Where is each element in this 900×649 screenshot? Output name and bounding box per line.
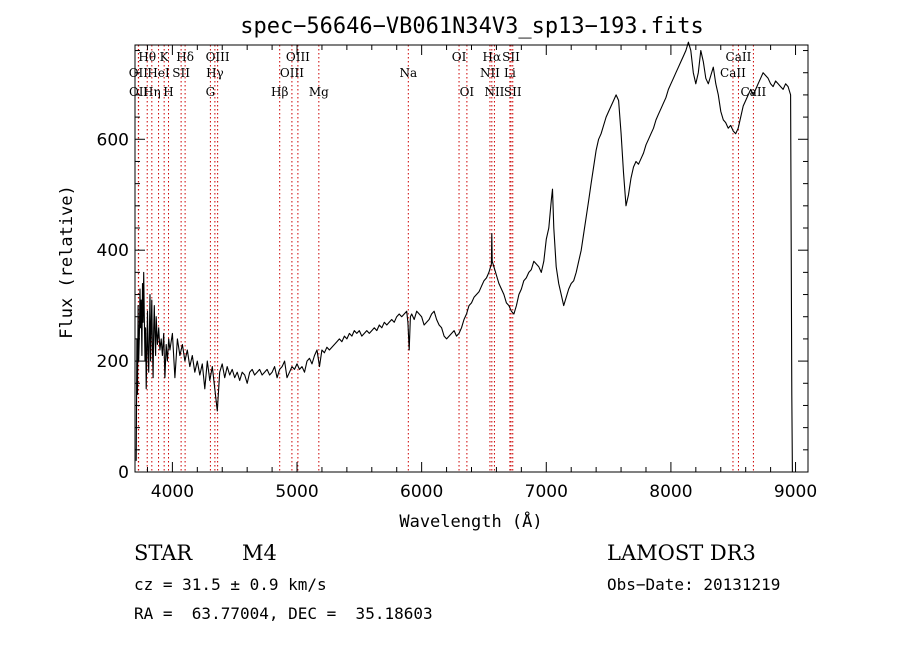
y-tick-label: 0	[118, 463, 129, 483]
line-label: H	[163, 85, 173, 99]
x-tick-label: 9000	[774, 482, 817, 502]
y-tick-label: 400	[97, 241, 129, 261]
tick-labels: 4000 5000 6000 7000 8000 9000 0 200 400 600	[97, 130, 818, 502]
line-label: G	[206, 85, 216, 99]
line-label: Hθ	[138, 50, 156, 64]
survey-name: LAMOST DR3	[607, 541, 756, 565]
line-label: Na	[399, 66, 417, 80]
line-label: NII	[484, 85, 504, 99]
line-label: SII	[504, 85, 522, 99]
x-tick-label: 5000	[275, 482, 318, 502]
x-axis-label: Wavelength (Å)	[399, 510, 542, 532]
line-label: Hδ	[176, 50, 194, 64]
line-label: OIII	[286, 50, 310, 64]
line-label: NII	[480, 66, 500, 80]
line-label: CaII	[740, 85, 766, 99]
line-label: SII	[502, 50, 520, 64]
flux-series	[135, 41, 793, 473]
line-markers	[137, 45, 754, 472]
y-axis-label: Flux (relative)	[57, 185, 77, 339]
line-label: Hα	[483, 50, 502, 64]
line-label: CaII	[720, 66, 746, 80]
x-tick-label: 6000	[400, 482, 443, 502]
coordinates: RA = 63.77004, DEC = 35.18603	[134, 604, 433, 623]
chart-title: spec−56646−VB061N34V3_sp13−193.fits	[240, 14, 704, 39]
line-label: Li	[504, 66, 516, 80]
line-label: CaII	[726, 50, 752, 64]
y-tick-label: 200	[97, 352, 129, 372]
x-tick-label: 4000	[151, 482, 194, 502]
x-tick-label: 8000	[649, 482, 692, 502]
obs-date: Obs−Date: 20131219	[607, 575, 781, 594]
line-label: HeI	[147, 66, 170, 80]
line-label: Hγ	[206, 66, 224, 80]
line-label: Hη	[143, 85, 161, 99]
line-label: OIII	[280, 66, 304, 80]
axis-ticks	[135, 45, 808, 473]
object-class: STAR	[134, 541, 193, 565]
line-label: SII	[172, 66, 190, 80]
line-label: OII	[129, 85, 149, 99]
plot-frame	[134, 44, 809, 473]
redshift-cz: cz = 31.5 ± 0.9 km/s	[134, 575, 327, 594]
line-label: Hβ	[271, 85, 288, 99]
y-tick-label: 600	[97, 130, 129, 150]
line-label: Mg	[309, 85, 329, 99]
object-subclass: M4	[242, 541, 277, 565]
line-label: OI	[460, 85, 475, 99]
flux-line	[135, 41, 793, 473]
line-label: OIII	[206, 50, 230, 64]
line-label: K	[160, 50, 170, 64]
line-label: OI	[452, 50, 467, 64]
x-tick-label: 7000	[525, 482, 568, 502]
